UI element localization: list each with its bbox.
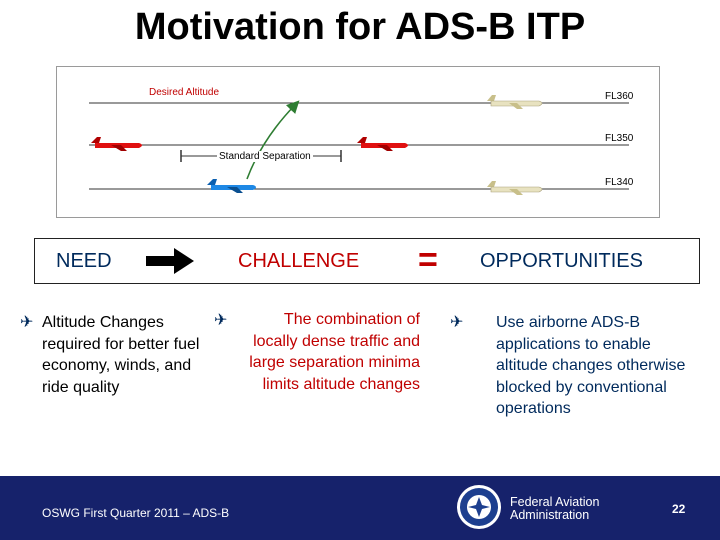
organization-name: Federal Aviation Administration bbox=[510, 496, 599, 522]
red-plane-left bbox=[91, 137, 142, 151]
challenge-heading: CHALLENGE bbox=[238, 250, 360, 272]
fl360-label: FL360 bbox=[605, 91, 634, 102]
standard-separation-label: Standard Separation bbox=[217, 151, 313, 162]
blue-plane bbox=[207, 179, 256, 193]
need-challenge-banner bbox=[34, 238, 700, 284]
organization-name-line2: Administration bbox=[510, 508, 590, 522]
need-bullet-icon: ✈ bbox=[20, 314, 34, 331]
opportunity-text: Use airborne ADS-B applications to enabl… bbox=[496, 314, 686, 417]
need-text: Altitude Changes required for better fue… bbox=[42, 314, 200, 396]
opportunity-bullet-icon: ✈ bbox=[450, 314, 464, 331]
slide-title: Motivation for ADS-B ITP bbox=[134, 6, 586, 48]
altitude-diagram: Desired Altitude Standard Separation FL3… bbox=[56, 66, 660, 218]
traffic-plane-fl360 bbox=[487, 95, 543, 109]
desired-altitude-label: Desired Altitude bbox=[149, 87, 220, 98]
faa-seal-icon bbox=[457, 485, 501, 529]
need-heading: NEED bbox=[56, 250, 112, 272]
page-number: 22 bbox=[672, 502, 686, 516]
footer-caption: OSWG First Quarter 2011 – ADS-B bbox=[42, 506, 230, 520]
challenge-bullet-icon: ✈ bbox=[214, 312, 228, 329]
traffic-plane-fl340 bbox=[487, 181, 543, 195]
footer-bar bbox=[0, 476, 720, 540]
altitude-diagram-graphic bbox=[89, 95, 629, 195]
red-plane-right bbox=[357, 137, 408, 151]
equals-sign: = bbox=[418, 241, 438, 279]
fl350-label: FL350 bbox=[605, 133, 634, 144]
opportunities-heading: OPPORTUNITIES bbox=[480, 250, 643, 272]
climb-arrow bbox=[246, 100, 300, 180]
organization-name-line1: Federal Aviation bbox=[510, 495, 600, 509]
right-arrow-icon bbox=[146, 248, 194, 274]
challenge-text: The combination of locally dense traffic… bbox=[249, 311, 420, 393]
fl340-label: FL340 bbox=[605, 177, 634, 188]
